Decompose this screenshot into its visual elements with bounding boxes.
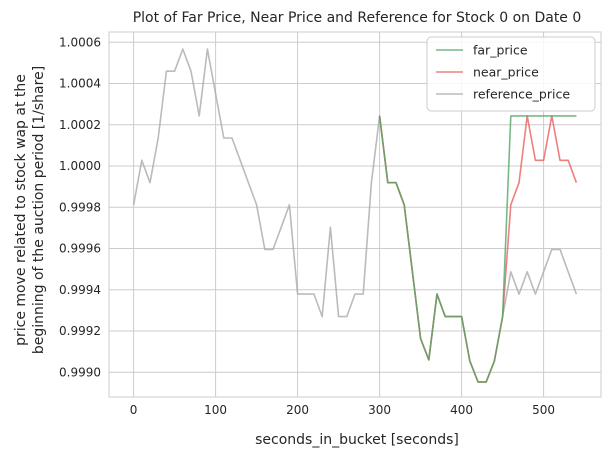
y-tick-label: 0.9996 [59, 242, 101, 256]
y-axis-label: price move related to stock wap at the b… [13, 66, 47, 354]
y-axis-label-line-1: price move related to stock wap at the [13, 74, 29, 346]
y-tick-label: 1.0006 [59, 35, 101, 49]
x-tick-label: 300 [368, 403, 391, 417]
series-layer [132, 48, 578, 383]
legend-label-reference-price: reference_price [473, 87, 570, 102]
series-line-far-price [378, 115, 577, 383]
legend: far_price near_price reference_price [426, 36, 596, 112]
x-tick-label: 200 [286, 403, 309, 417]
y-tick-label: 1.0002 [59, 118, 101, 132]
x-tick-label: 400 [450, 403, 473, 417]
y-axis-label-line-2: beginning of the auction period [1/share… [31, 66, 47, 354]
x-tick-label: 500 [532, 403, 555, 417]
y-tick-label: 1.0004 [59, 77, 101, 91]
y-tick-label: 0.9994 [59, 283, 101, 297]
y-tick-label: 0.9992 [59, 324, 101, 338]
x-tick-label: 100 [204, 403, 227, 417]
plot-frame [108, 31, 602, 398]
y-tick-label: 0.9998 [59, 200, 101, 214]
y-tick-label: 1.0000 [59, 159, 101, 173]
y-tick-label: 0.9990 [59, 365, 101, 379]
x-axis-label: seconds_in_bucket [seconds] [255, 432, 459, 448]
legend-label-near-price: near_price [473, 65, 539, 80]
x-tick-label: 0 [130, 403, 138, 417]
tick-labels: 0 100 200 300 400 500 0.9990 0.9992 0.9994 0.9996… [59, 35, 555, 417]
chart-title: Plot of Far Price, Near Price and Refere… [133, 10, 582, 26]
legend-label-far-price: far_price [473, 43, 528, 58]
legend-box [426, 36, 596, 112]
